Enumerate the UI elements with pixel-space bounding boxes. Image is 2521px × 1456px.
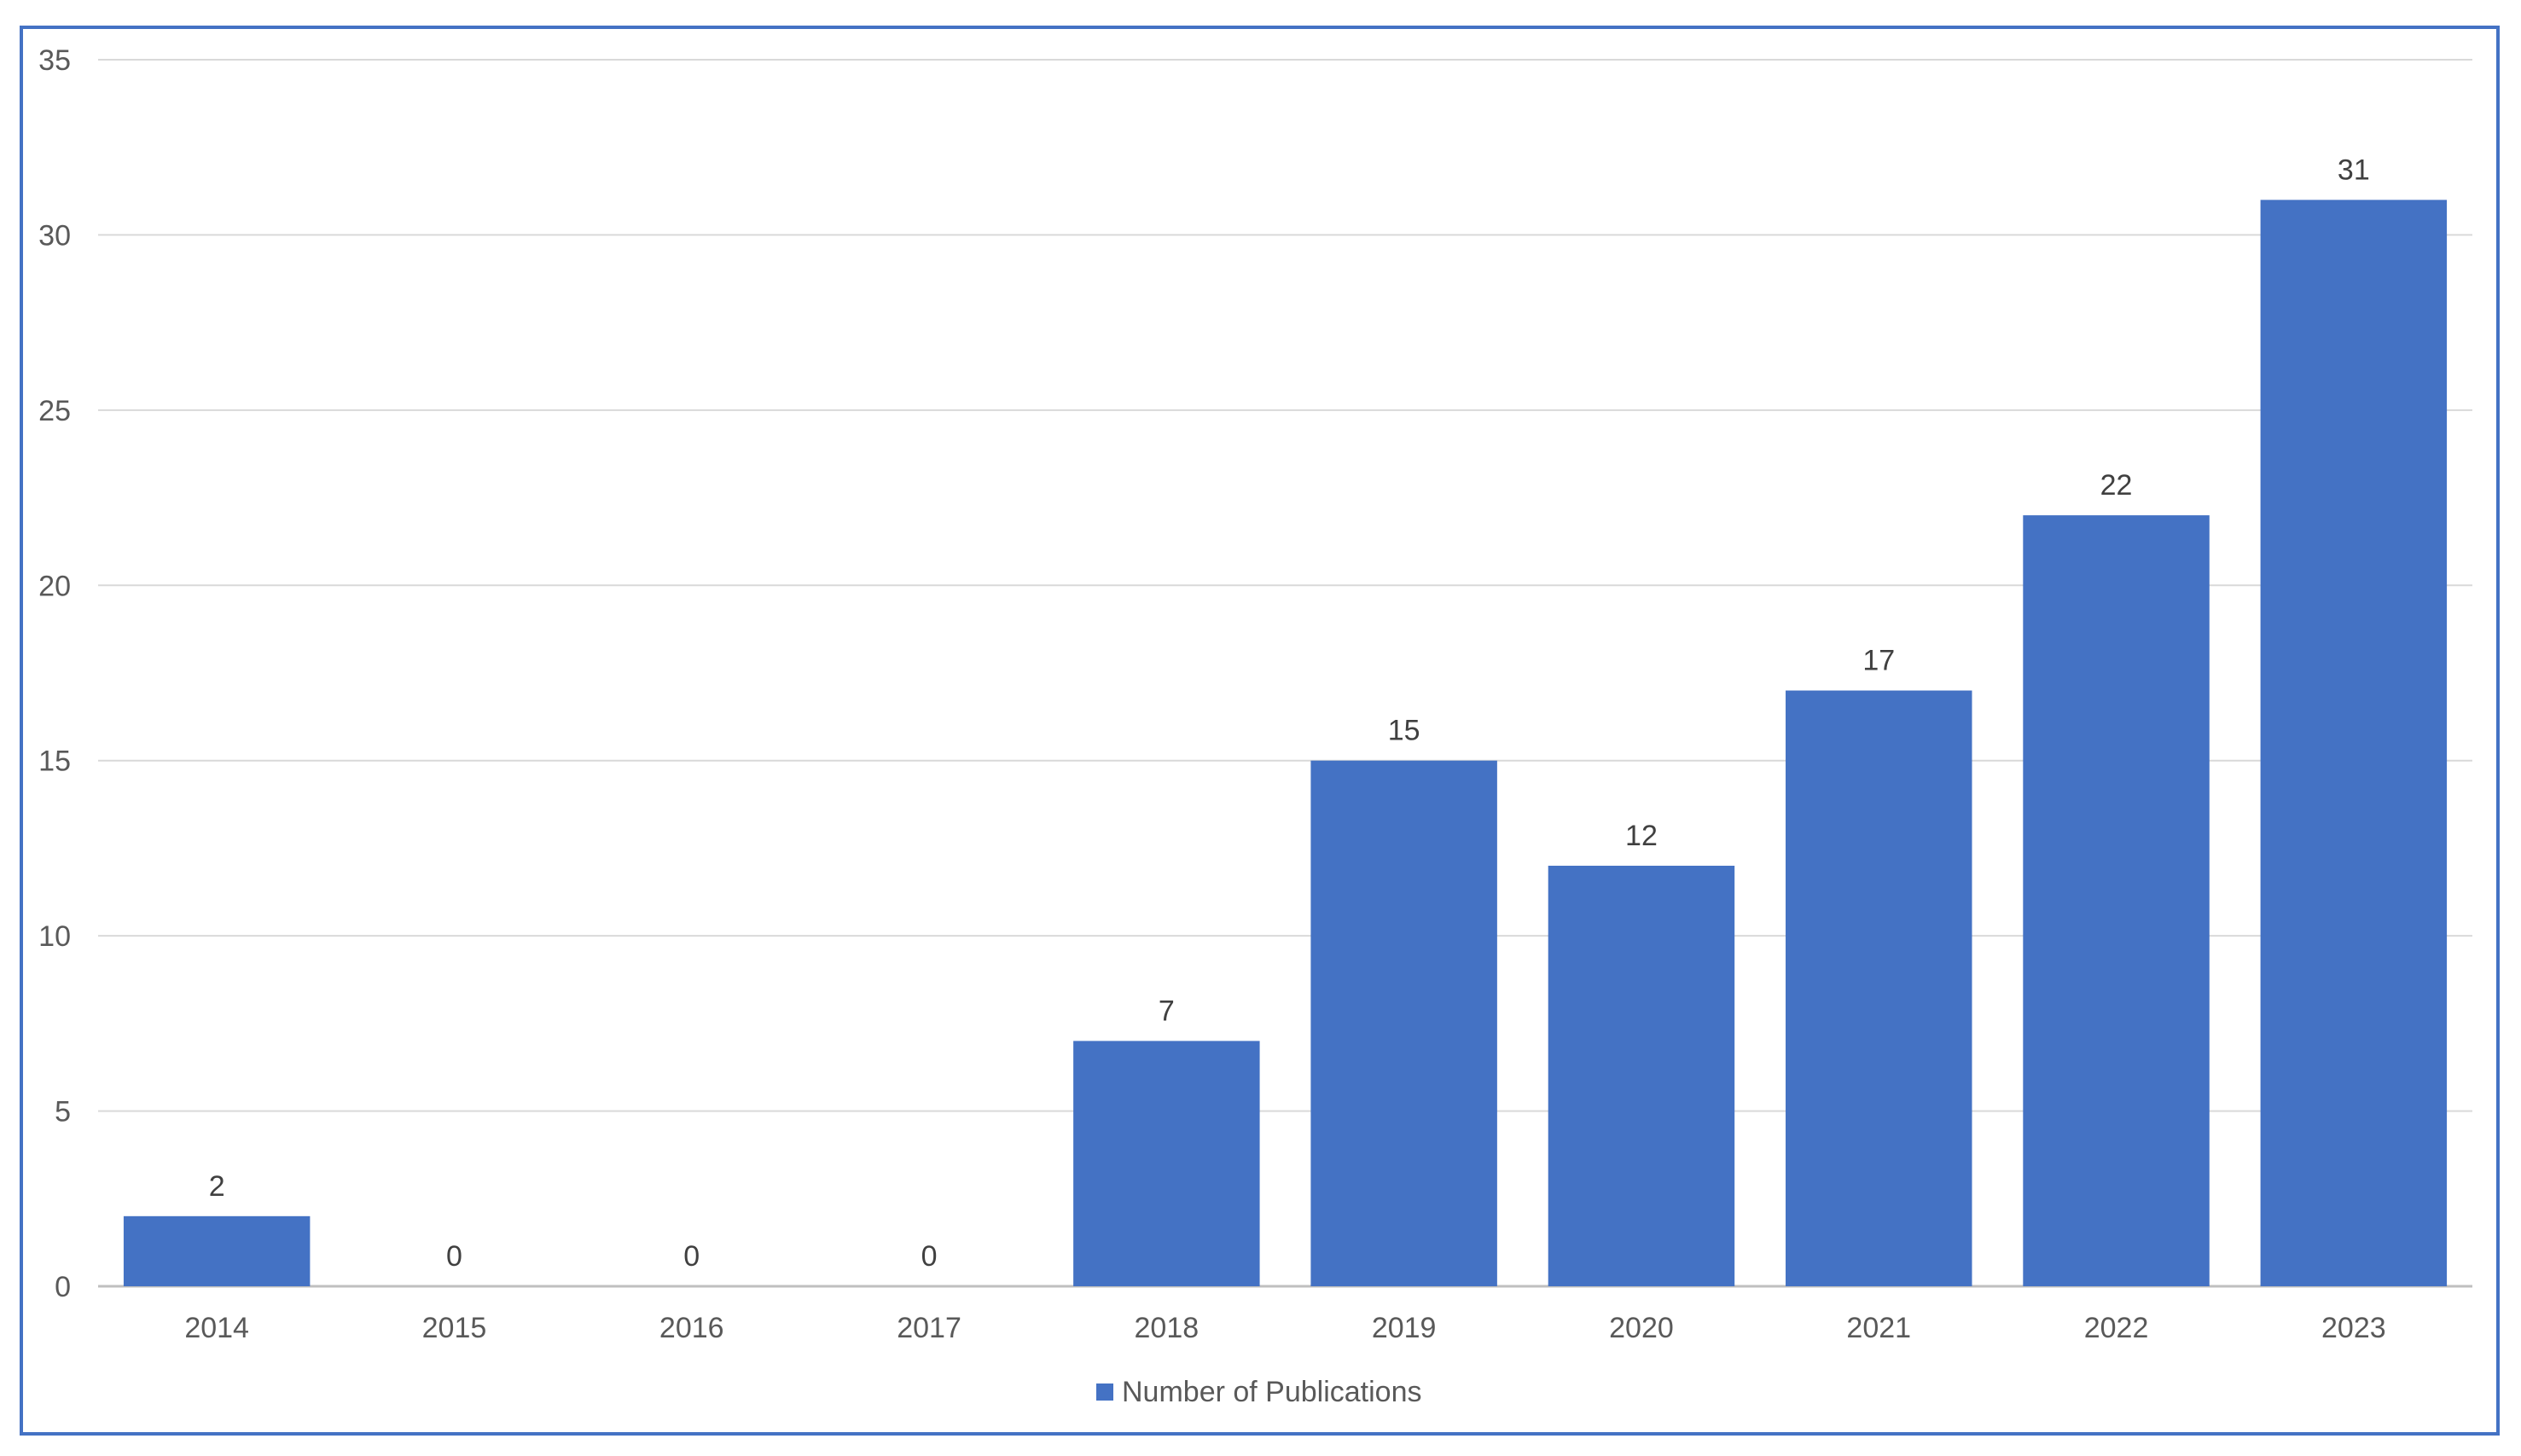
bar-2014 [123, 1215, 311, 1286]
data-label-2022: 22 [2100, 469, 2133, 502]
y-axis-tick-labels: 0 5 10 15 20 25 30 35 [38, 44, 71, 1303]
x-tick-label-2021: 2021 [1846, 1312, 1911, 1344]
x-tick-label-2014: 2014 [184, 1312, 249, 1344]
x-tick-label-2022: 2022 [2084, 1312, 2149, 1344]
y-tick-label: 20 [38, 570, 71, 602]
legend-label: Number of Publications [1122, 1376, 1422, 1408]
data-label-2016: 0 [683, 1240, 700, 1273]
data-label-2020: 12 [1625, 820, 1658, 852]
x-axis-tick-labels: 2014 2015 2016 2017 2018 2019 2020 2021 2022 2023 [184, 1312, 2385, 1344]
legend: Number of Publications [1096, 1376, 1422, 1408]
x-tick-label-2016: 2016 [659, 1312, 724, 1344]
data-label-2014: 2 [209, 1170, 225, 1203]
bars [123, 200, 2448, 1286]
data-label-2018: 7 [1159, 995, 1175, 1027]
bar-2023 [2260, 200, 2448, 1286]
legend-swatch [1096, 1383, 1113, 1401]
bar-2022 [2023, 515, 2210, 1286]
x-tick-label-2018: 2018 [1135, 1312, 1200, 1344]
data-label-2021: 17 [1862, 645, 1895, 677]
y-tick-label: 10 [38, 920, 71, 953]
x-tick-label-2017: 2017 [897, 1312, 961, 1344]
y-tick-label: 25 [38, 395, 71, 427]
data-label-2015: 0 [446, 1240, 462, 1273]
bar-2021 [1786, 690, 1972, 1286]
y-tick-label: 15 [38, 745, 71, 778]
bar-2018 [1073, 1041, 1260, 1286]
y-tick-label: 30 [38, 219, 71, 252]
y-tick-label: 5 [55, 1096, 71, 1128]
bar-2019 [1310, 760, 1497, 1286]
x-tick-label-2023: 2023 [2321, 1312, 2386, 1344]
x-tick-label-2015: 2015 [422, 1312, 487, 1344]
data-labels: 2 0 0 0 7 15 12 17 22 31 [209, 154, 2370, 1273]
data-label-2017: 0 [921, 1240, 938, 1273]
bar-2020 [1548, 865, 1735, 1286]
data-label-2019: 15 [1388, 715, 1420, 747]
y-tick-label: 0 [55, 1271, 71, 1303]
x-tick-label-2019: 2019 [1372, 1312, 1437, 1344]
x-tick-label-2020: 2020 [1609, 1312, 1674, 1344]
data-label-2023: 31 [2338, 154, 2370, 186]
y-tick-label: 35 [38, 44, 71, 77]
